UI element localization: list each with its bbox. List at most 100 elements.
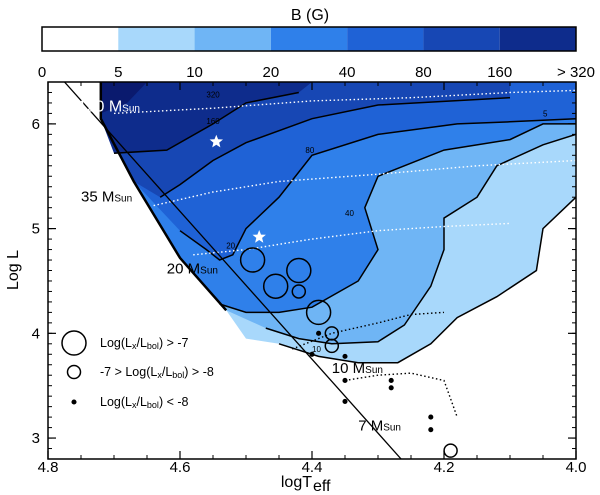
evolutionary-tracks [113, 89, 576, 418]
x-tick-label: 4.2 [434, 459, 455, 476]
legend-marker [61, 330, 87, 356]
y-tick-label: 4 [32, 325, 40, 342]
xray-point [291, 284, 307, 299]
colorbar-segment [423, 27, 500, 51]
colorbar: 0 5 10 20 40 80 160 > 320 [38, 26, 595, 81]
xray-point [428, 414, 434, 420]
colorbar-tick-label: 0 [38, 64, 46, 81]
legend-label: -7 > Log(Lx/Lbol) > -8 [100, 365, 214, 380]
track-line [193, 222, 511, 256]
track-label-sub: Sun [365, 365, 383, 376]
legend-mid: /L [162, 365, 172, 379]
x-tick-label: 4.4 [302, 459, 323, 476]
zams-line [64, 82, 402, 459]
legend-sub: x [132, 400, 137, 410]
star-marker [252, 230, 266, 243]
y-tick-label: 6 [32, 116, 40, 133]
colorbar-tick-label: > 320 [557, 64, 595, 81]
x-tick-label: 4.6 [170, 459, 191, 476]
contour-label: 40 [345, 209, 354, 218]
track-label: 120 MSun [78, 98, 140, 115]
contour-line [278, 196, 576, 364]
track-label: 10 MSun [332, 360, 383, 377]
colorbar-frame [41, 26, 577, 52]
legend-sub: x [157, 370, 162, 380]
track-label: 35 MSun [81, 188, 132, 205]
xray-point [342, 398, 348, 404]
xray-point [239, 247, 266, 273]
track-label-sub: Sun [122, 103, 140, 114]
colorbar-segment [347, 27, 424, 51]
axes: 4.8 4.6 4.4 4.2 4.0 3 4 5 6 [32, 81, 587, 476]
track-label-sub: Sun [114, 193, 132, 204]
xray-point [388, 377, 394, 384]
track-line [153, 159, 576, 207]
colorbar-segment [270, 27, 348, 51]
xray-point [316, 330, 322, 336]
xray-points [239, 247, 458, 458]
contour-label: 20 [226, 242, 235, 251]
legend-sub: x [132, 341, 137, 351]
legend-tail: ) > -7 [159, 336, 189, 350]
colorbar-tick-label: 10 [186, 64, 203, 81]
track-line [344, 372, 458, 418]
track-line [291, 311, 445, 350]
xray-point [443, 443, 458, 458]
legend: Log(Lx/Lbol) > -7 -7 > Log(Lx/Lbol) > -8 L… [61, 330, 214, 410]
xray-point [324, 338, 340, 354]
contour-labels: 320 160 80 40 20 10 5 [206, 91, 548, 354]
y-tick-label: 5 [32, 221, 40, 238]
legend-sub: bol [147, 341, 159, 351]
contour-line [179, 117, 576, 261]
legend-tail: ) < -8 [159, 395, 189, 409]
contour-lines [99, 82, 576, 364]
legend-sub: bol [172, 370, 184, 380]
colorbar-segment [499, 27, 576, 51]
xray-point [305, 299, 332, 326]
colorbar-title: B (G) [291, 7, 329, 24]
xray-point [342, 353, 348, 359]
legend-mid: /L [136, 336, 146, 350]
contour-label: 320 [206, 91, 220, 100]
contour-edge [99, 82, 228, 312]
xray-point [262, 273, 289, 299]
legend-marker [66, 364, 82, 380]
x-tick-label: 4.0 [566, 459, 587, 476]
legend-sub: bol [147, 400, 159, 410]
contour-label: 160 [206, 117, 220, 126]
colorbar-segment [42, 27, 119, 51]
xray-point [428, 427, 434, 433]
x-axis-title-sub: eff [313, 478, 331, 495]
colorbar-tick-label: 40 [339, 64, 356, 81]
contour-label: 10 [312, 345, 321, 354]
contour-label: 5 [543, 110, 548, 119]
y-tick-label: 3 [32, 430, 40, 447]
x-tick-label: 4.8 [38, 459, 59, 476]
legend-label: Log(Lx/Lbol) > -7 [100, 336, 189, 351]
legend-marker [71, 399, 77, 405]
xray-point [286, 257, 312, 284]
colorbar-tick-label: 160 [487, 64, 512, 81]
x-axis-title: logT [281, 474, 312, 491]
contour-label: 80 [305, 146, 314, 155]
colorbar-tick-label: 20 [263, 64, 280, 81]
contour-line [113, 91, 299, 154]
track-labels: 120 MSun 35 MSun 20 MSun 10 MSun 7 MSun [78, 98, 401, 434]
xray-point [309, 351, 315, 357]
legend-label: Log(Lx/Lbol) < -8 [100, 395, 189, 410]
colorbar-tick-label: 5 [114, 64, 122, 81]
legend-tail: ) > -8 [184, 365, 214, 379]
star-markers [209, 134, 266, 243]
colorbar-segment [194, 27, 271, 51]
contour-line [159, 96, 511, 198]
contour-region [100, 82, 147, 114]
y-axis-title: Log L [5, 250, 22, 290]
xray-point [342, 377, 348, 384]
track-label-sub: Sun [383, 423, 401, 434]
legend-mid: /L [136, 395, 146, 409]
colorbar-tick-label: 80 [415, 64, 432, 81]
zams-line [64, 82, 402, 459]
contour-line [219, 123, 576, 314]
xray-point [388, 385, 394, 391]
